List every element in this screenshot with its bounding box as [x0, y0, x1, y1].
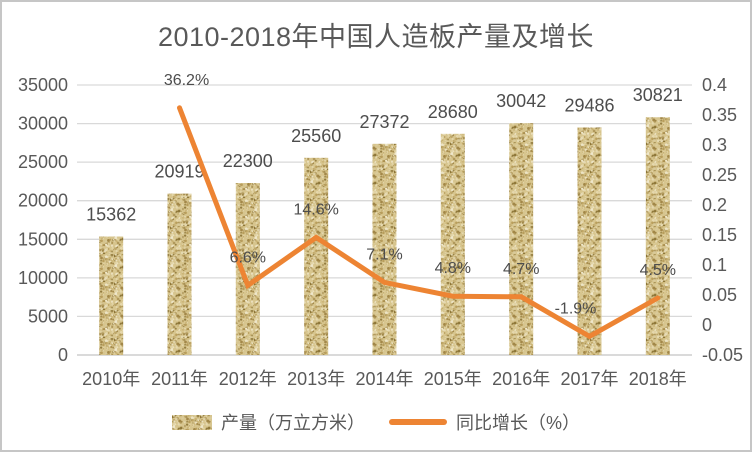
growth-point-label: 14.6%	[294, 201, 339, 218]
growth-point-label: 36.2%	[164, 72, 209, 89]
right-axis-tick-label: 0.4	[702, 75, 727, 95]
bar-value-label: 27372	[359, 112, 409, 132]
left-axis-tick-label: 25000	[18, 152, 68, 172]
left-axis-tick-label: 0	[58, 345, 68, 365]
production-bar	[235, 183, 260, 355]
legend-item-production: 产量（万立方米）	[171, 409, 365, 435]
growth-point-label: -1.9%	[555, 300, 597, 317]
legend-item-growth: 同比增长（%）	[388, 409, 580, 435]
bar-value-label: 30042	[496, 91, 546, 111]
bar-value-label: 25560	[291, 126, 341, 146]
left-axis-tick-label: 30000	[18, 114, 68, 134]
production-bar	[645, 117, 670, 355]
production-bar	[167, 193, 192, 355]
x-axis-category-label: 2017年	[560, 369, 618, 389]
production-bar	[440, 133, 465, 355]
production-bar	[509, 123, 534, 355]
bar-value-label: 29486	[564, 96, 614, 116]
right-axis-tick-label: -0.05	[702, 345, 743, 365]
left-axis-tick-label: 15000	[18, 229, 68, 249]
right-axis-tick-label: 0.2	[702, 195, 727, 215]
x-axis-category-label: 2015年	[424, 369, 482, 389]
right-axis-tick-label: 0.35	[702, 105, 737, 125]
bar-value-label: 20919	[154, 162, 204, 182]
legend-label-growth: 同比增长（%）	[455, 413, 580, 433]
production-bar	[99, 236, 124, 355]
growth-line	[177, 105, 661, 340]
right-axis-tick-label: 0	[702, 315, 712, 335]
growth-point-label: 7.1%	[366, 246, 402, 263]
left-axis-tick-label: 5000	[28, 306, 68, 326]
line-swatch-icon	[388, 419, 447, 425]
growth-point-label: 6.6%	[230, 249, 266, 266]
bar-value-label: 15362	[86, 205, 136, 225]
x-axis-category-label: 2013年	[287, 369, 345, 389]
bar-value-label: 28680	[428, 102, 478, 122]
legend-label-production: 产量（万立方米）	[220, 413, 365, 433]
right-axis-tick-label: 0.05	[702, 285, 737, 305]
growth-point-label: 4.5%	[640, 262, 676, 279]
bar-swatch-icon	[171, 414, 212, 430]
x-axis-category-label: 2011年	[151, 369, 208, 389]
right-axis-tick-label: 0.3	[702, 135, 727, 155]
bar-value-label: 22300	[223, 151, 273, 171]
growth-point-label: 4.8%	[435, 260, 471, 277]
right-axis-tick-label: 0.1	[702, 255, 727, 275]
production-bar	[577, 127, 602, 355]
right-axis-tick-label: 0.25	[702, 165, 737, 185]
left-axis-tick-label: 10000	[18, 268, 68, 288]
legend: 产量（万立方米） 同比增长（%）	[2, 409, 750, 435]
production-bar	[372, 143, 397, 355]
x-axis-category-label: 2016年	[492, 369, 550, 389]
x-axis-category-label: 2014年	[355, 369, 413, 389]
x-axis-category-label: 2012年	[219, 369, 277, 389]
left-axis-tick-label: 35000	[18, 75, 68, 95]
x-axis-category-label: 2010年	[82, 369, 140, 389]
production-bar	[304, 157, 329, 355]
left-axis-tick-label: 20000	[18, 191, 68, 211]
growth-point-label: 4.7%	[503, 261, 539, 278]
chart-title: 2010-2018年中国人造板产量及增长	[157, 22, 595, 52]
right-axis-tick-label: 0.15	[702, 225, 737, 245]
x-axis-category-label: 2018年	[629, 369, 687, 389]
bar-value-label: 30821	[633, 85, 683, 105]
